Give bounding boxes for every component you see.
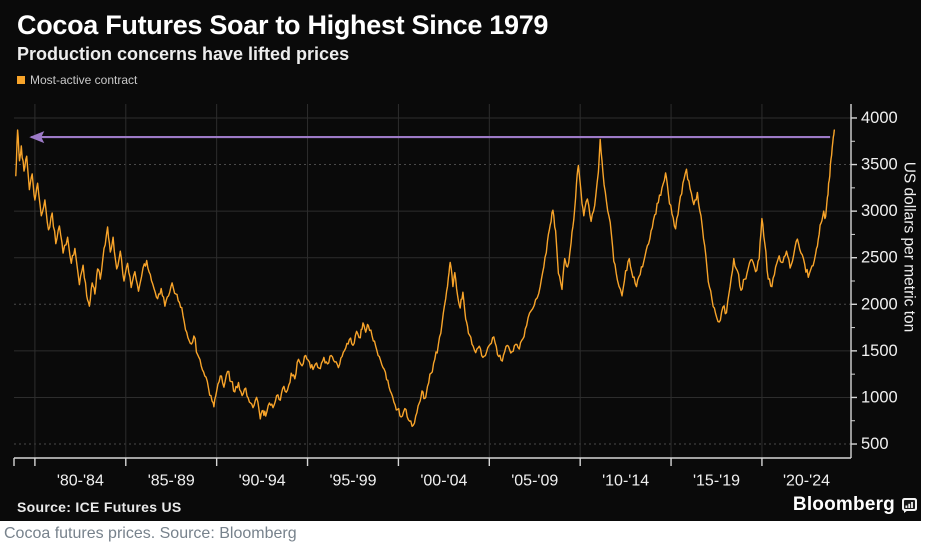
y-tick-label: 2000 <box>861 295 898 313</box>
chart-title: Cocoa Futures Soar to Highest Since 1979 <box>17 10 549 40</box>
bloomberg-logo: Bloomberg <box>793 494 918 516</box>
chart-subtitle: Production concerns have lifted prices <box>17 44 350 64</box>
bloomberg-terminal-icon <box>902 497 917 513</box>
y-tick-label: 4000 <box>861 109 898 127</box>
y-tick-label: 500 <box>861 435 889 453</box>
y-tick-label: 3500 <box>861 156 898 174</box>
y-tick-label: 1000 <box>861 388 898 406</box>
price-line <box>15 129 835 427</box>
legend-swatch-icon <box>17 76 25 84</box>
x-tick-label: '85-'89 <box>148 473 195 490</box>
caption: Cocoa futures prices. Source: Bloomberg <box>4 525 297 542</box>
legend-label: Most-active contract <box>30 73 138 87</box>
bloomberg-wordmark: Bloomberg <box>792 494 895 515</box>
y-tick-label: 3000 <box>861 202 898 220</box>
x-tick-label: '90-'94 <box>239 473 286 490</box>
source-label: Source: ICE Futures US <box>17 499 182 515</box>
x-tick-label: '05-'09 <box>511 473 558 490</box>
x-tick-label: '00-'04 <box>420 473 467 490</box>
y-tick-label: 1500 <box>861 342 898 360</box>
price-chart-svg: 500 1000 1500 2000 2500 3000 3500 4000 '80-'84 '8… <box>13 104 918 490</box>
record-high-arrowhead <box>29 131 45 144</box>
x-tick-label: '95-'99 <box>329 473 376 490</box>
y-axis-title: US dollars per metric ton <box>901 162 918 333</box>
chart-panel: Cocoa Futures Soar to Highest Since 1979… <box>0 0 921 521</box>
x-tick-label: '10-'14 <box>602 473 649 490</box>
x-tick-label: '80-'84 <box>57 473 104 490</box>
y-tick-label: 2500 <box>861 249 898 267</box>
legend: Most-active contract <box>17 73 138 87</box>
x-tick-label: '15-'19 <box>693 473 740 490</box>
x-tick-label: '20-'24 <box>783 473 830 490</box>
